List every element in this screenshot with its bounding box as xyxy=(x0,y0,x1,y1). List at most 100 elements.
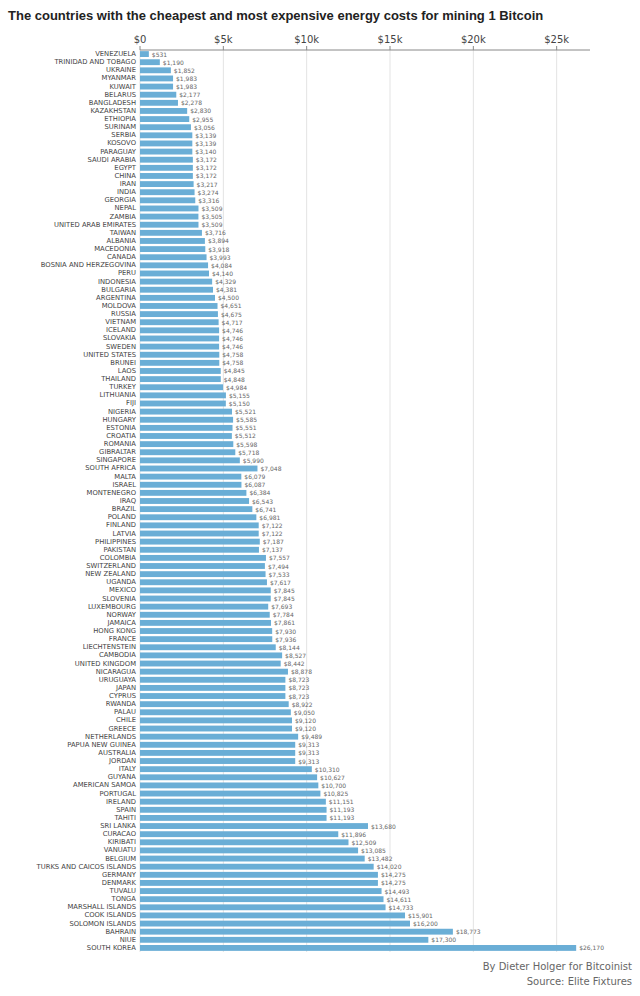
category-label: PARAGUAY xyxy=(100,148,137,156)
category-label: JAMAICA xyxy=(107,619,137,627)
bar xyxy=(140,693,285,699)
title: The countries with the cheapest and most… xyxy=(8,8,543,23)
data-label: $7,122 xyxy=(262,522,283,529)
data-label: $15,901 xyxy=(408,912,433,919)
category-label: TAIWAN xyxy=(109,229,136,237)
bar xyxy=(140,344,219,350)
category-label: IRELAND xyxy=(106,798,136,806)
data-label: $3,918 xyxy=(208,246,229,253)
category-label: UNITED KINGDOM xyxy=(75,660,136,668)
bar xyxy=(140,206,198,212)
bar xyxy=(140,230,202,236)
bar xyxy=(140,392,226,398)
category-label: KUWAIT xyxy=(110,83,137,91)
bar xyxy=(140,84,173,90)
data-label: $9,120 xyxy=(295,717,316,724)
bar xyxy=(140,579,267,585)
bar xyxy=(140,149,192,155)
category-label: FRANCE xyxy=(109,635,136,643)
category-label: HONG KONG xyxy=(93,627,136,635)
category-label: VIETNAM xyxy=(105,318,136,326)
bar xyxy=(140,685,285,691)
data-label: $13,085 xyxy=(361,847,386,854)
data-label: $5,512 xyxy=(235,432,256,439)
data-label: $7,557 xyxy=(269,554,290,561)
data-labels: $531$1,190$1,852$1,983$1,983$2,177$2,278… xyxy=(152,51,604,952)
category-label: CURACAO xyxy=(103,830,136,838)
bar xyxy=(140,750,295,756)
data-label: $14,020 xyxy=(377,863,402,870)
bar xyxy=(140,587,271,593)
bars xyxy=(140,51,576,951)
data-label: $18,773 xyxy=(456,928,481,935)
category-label: VENEZUELA xyxy=(95,50,136,58)
data-label: $13,482 xyxy=(368,855,393,862)
bar xyxy=(140,913,405,919)
data-label: $3,056 xyxy=(194,124,215,131)
data-label: $8,527 xyxy=(285,652,306,659)
bar xyxy=(140,701,289,707)
data-label: $531 xyxy=(152,51,167,58)
bar xyxy=(140,872,378,878)
category-label: RUSSIA xyxy=(111,310,136,318)
data-label: $7,845 xyxy=(274,595,295,602)
data-label: $4,746 xyxy=(222,327,243,334)
data-label: $3,140 xyxy=(195,148,216,155)
bar xyxy=(140,620,271,626)
data-label: $4,084 xyxy=(211,262,232,269)
category-label: KIRIBATI xyxy=(108,838,136,846)
bar xyxy=(140,409,232,415)
bar xyxy=(140,132,192,138)
category-label: NEPAL xyxy=(115,204,137,212)
data-label: $3,172 xyxy=(196,172,217,179)
category-label: ESTONIA xyxy=(106,424,136,432)
category-label: HUNGARY xyxy=(102,416,136,424)
bar xyxy=(140,571,266,577)
data-label: $7,137 xyxy=(262,546,283,553)
data-label: $7,693 xyxy=(271,603,292,610)
category-label: TRINIDAD AND TOBAGO xyxy=(53,58,136,66)
bar xyxy=(140,319,219,325)
category-label: VANUATU xyxy=(104,846,136,854)
data-label: $9,313 xyxy=(298,741,319,748)
bar xyxy=(140,864,374,870)
data-label: $6,981 xyxy=(259,514,280,521)
bar xyxy=(140,766,312,772)
bar xyxy=(140,498,249,504)
bar xyxy=(140,652,282,658)
bar xyxy=(140,742,295,748)
category-label: GUYANA xyxy=(108,773,137,781)
data-label: $6,079 xyxy=(244,473,265,480)
bar xyxy=(140,67,171,73)
bar xyxy=(140,888,382,894)
bar xyxy=(140,522,259,528)
category-label: TUVALU xyxy=(109,887,136,895)
data-label: $3,894 xyxy=(208,237,229,244)
category-label: CROATIA xyxy=(106,432,136,440)
category-label: TONGA xyxy=(110,895,136,903)
data-label: $3,217 xyxy=(197,181,218,188)
data-label: $6,087 xyxy=(244,481,265,488)
bar xyxy=(140,531,259,537)
data-label: $8,723 xyxy=(288,693,309,700)
category-label: BOSNIA AND HERZEGOVINA xyxy=(41,261,137,269)
category-label: NICARAGUA xyxy=(96,668,137,676)
grid-line xyxy=(473,50,474,952)
data-label: $10,310 xyxy=(315,766,340,773)
data-label: $3,993 xyxy=(210,254,231,261)
bar xyxy=(140,433,232,439)
bar xyxy=(140,214,198,220)
data-label: $7,936 xyxy=(275,636,296,643)
bar xyxy=(140,441,233,447)
category-label: BANGLADESH xyxy=(89,99,136,107)
category-label: SAUDI ARABIA xyxy=(87,156,136,164)
category-label: ZAMBIA xyxy=(110,213,137,221)
category-label: FINLAND xyxy=(106,521,136,529)
category-label: LIECHTENSTEIN xyxy=(83,643,136,651)
data-label: $9,050 xyxy=(294,709,315,716)
category-label: INDONESIA xyxy=(98,278,136,286)
category-label: TAHITI xyxy=(113,814,136,822)
bar xyxy=(140,59,160,65)
category-label: BAHRAIN xyxy=(105,928,136,936)
bar xyxy=(140,303,218,309)
